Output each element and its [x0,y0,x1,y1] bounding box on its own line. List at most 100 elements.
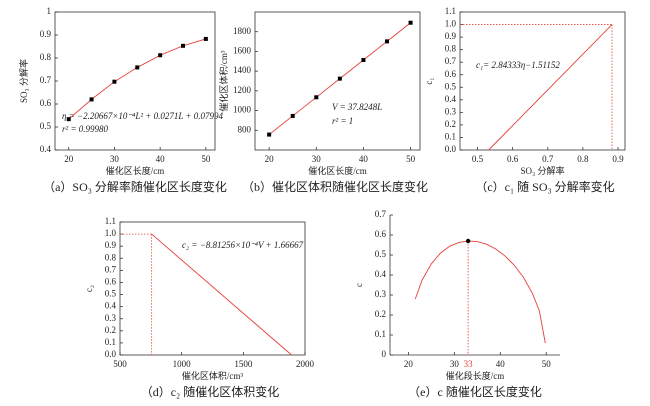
x-tick-label: 0.7 [542,154,554,164]
y-tick-label: 0.6 [40,98,52,108]
caption: （c）c₁ 随 SO₃ 分解率变化 [475,179,614,194]
y-axis-label: 催化区体积/cm³ [218,50,229,111]
annotation: r² = 1 [332,116,353,126]
y-tick-label: 0.5 [375,249,387,259]
data-point [181,43,185,48]
data-point [66,117,71,122]
x-tick-label: 50 [406,154,416,164]
y-tick-label: 0.0 [445,144,457,154]
x-tick-label: 30 [110,154,120,164]
y-tick-label: 1.0 [445,19,457,29]
x-tick-label: 2000 [296,359,315,369]
y-tick-label: 0.0 [105,349,117,359]
y-tick-label: 800 [238,124,252,134]
y-tick-label: 1400 [233,65,252,75]
x-tick-label: 0.5 [472,154,484,164]
x-tick-label: 20 [64,154,74,164]
data-point [361,58,366,63]
peak-point [465,238,471,244]
data-point [337,76,342,81]
data-point [203,36,208,41]
x-tick-label: 50 [542,359,552,369]
x-tick-label: 500 [113,359,127,369]
y-tick-label: 0.1 [105,337,116,347]
x-tick-label: 40 [496,359,506,369]
y-tick-label: 0.1 [375,329,386,339]
y-tick-label: 0.7 [445,56,457,66]
y-tick-label: 1.1 [105,216,116,226]
y-tick-label: 0.9 [40,29,52,39]
y-axis-label: c [354,283,364,287]
y-tick-label: 1.1 [445,6,456,16]
x-tick-label: 50 [201,154,211,164]
y-tick-label: 0.8 [445,44,457,54]
caption: （e）c 随催化区长度变化 [408,384,542,399]
x-tick-label: 0.6 [507,154,519,164]
data-point [112,79,117,84]
y-tick-label: 0 [382,349,387,359]
annotation: η = −2.20667×10⁻⁴L² + 0.0271L + 0.07994 [62,111,224,121]
y-tick-label: 0.6 [375,229,387,239]
y-tick-label: 0.6 [105,277,117,287]
annotation: V = 37.8248L [332,102,382,112]
annotation: r² = 0.99980 [62,124,109,134]
x-axis-label: SO₃ 分解率 [521,165,565,176]
plot-frame [459,11,626,151]
annotation: c₂ = −8.81256×10⁻⁴V + 1.66667 [182,240,304,250]
annotation: c₁= 2.84333η−1.51152 [476,60,560,70]
x-axis-label: 催化区长度/cm [106,165,165,176]
y-tick-label: 0.3 [105,313,117,323]
y-tick-label: 1600 [233,45,252,55]
caption: （b）催化区体积随催化区长度变化 [242,179,428,194]
x-tick-label: 20 [265,154,275,164]
y-tick-label: 0.9 [105,240,117,250]
y-tick-label: 0.4 [105,301,117,311]
data-point [385,39,389,44]
x-axis-label: 催化区体积/cm³ [182,370,243,381]
x-tick-label: 1000 [173,359,192,369]
x-tick-label: 1500 [234,359,253,369]
data-line [414,240,546,344]
caption: （a）SO₃ 分解率随催化区长度变化 [43,179,227,194]
y-tick-label: 0.9 [445,31,457,41]
data-line [488,24,613,151]
y-tick-label: 0.2 [375,309,386,319]
y-axis-label: SO₃ 分解率 [18,59,29,103]
y-tick-label: 0.2 [445,119,456,129]
y-tick-label: 0.2 [105,325,116,335]
data-point [408,20,413,25]
y-tick-label: 1800 [233,26,252,36]
data-line [151,233,292,356]
y-tick-label: 0.8 [40,52,52,62]
y-tick-label: 0.8 [105,252,117,262]
y-axis-label: c₂ [84,285,94,292]
x-tick-label: 40 [359,154,369,164]
x-tick-label: 30 [450,359,460,369]
fit-curve [68,38,206,120]
peak-label: 33 [464,359,474,369]
y-tick-label: 0.4 [40,144,52,154]
y-tick-label: 0.1 [445,132,456,142]
y-tick-label: 0.7 [40,75,52,85]
y-tick-label: 0.5 [105,289,117,299]
plot-frame [254,11,421,151]
y-tick-label: 0.3 [445,106,457,116]
data-point [267,132,272,137]
y-tick-label: 0.6 [445,69,457,79]
x-tick-label: 30 [312,154,322,164]
y-tick-label: 0.7 [375,209,387,219]
data-point [158,53,163,58]
y-tick-label: 1 [47,6,52,16]
y-tick-label: 0.4 [375,269,387,279]
y-tick-label: 1200 [233,85,252,95]
y-tick-label: 0.5 [445,81,457,91]
data-point [314,95,319,100]
x-tick-label: 0.8 [577,154,589,164]
y-tick-label: 0.7 [105,264,117,274]
y-axis-label: c₁ [424,77,434,84]
x-tick-label: 0.9 [612,154,624,164]
data-point [89,97,94,102]
x-axis-label: 催化段长度/cm [446,370,505,381]
caption: （d）c₂ 随催化区体积变化 [141,384,280,399]
